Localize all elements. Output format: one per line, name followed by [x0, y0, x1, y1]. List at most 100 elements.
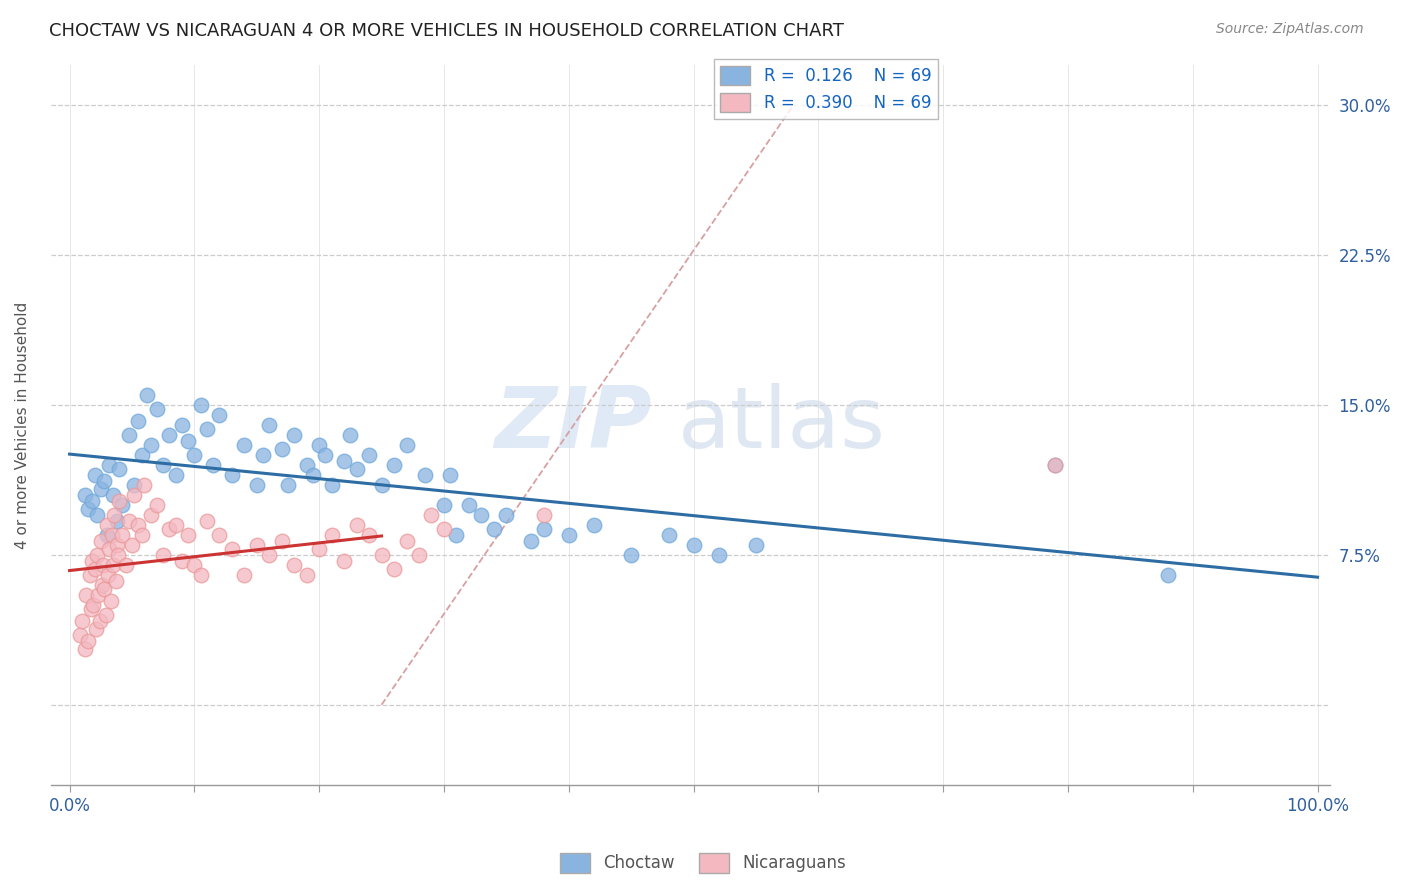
Point	[118, 428, 141, 442]
Point	[131, 448, 153, 462]
Point	[152, 548, 174, 562]
Point	[146, 401, 169, 416]
Point	[101, 528, 124, 542]
Point	[413, 467, 436, 482]
Point	[221, 467, 243, 482]
Point	[195, 422, 218, 436]
Point	[408, 548, 430, 562]
Point	[533, 522, 555, 536]
Point	[84, 622, 107, 636]
Point	[433, 522, 456, 536]
Point	[124, 478, 146, 492]
Point	[1045, 458, 1067, 472]
Point	[177, 434, 200, 448]
Point	[314, 448, 336, 462]
Point	[136, 388, 159, 402]
Point	[295, 567, 318, 582]
Point	[495, 508, 517, 522]
Point	[308, 438, 330, 452]
Point	[395, 438, 418, 452]
Point	[270, 533, 292, 548]
Point	[533, 508, 555, 522]
Point	[80, 554, 103, 568]
Point	[73, 488, 96, 502]
Point	[98, 541, 121, 556]
Point	[446, 528, 468, 542]
Point	[86, 548, 108, 562]
Point	[82, 598, 104, 612]
Point	[439, 467, 461, 482]
Point	[111, 498, 134, 512]
Point	[233, 438, 256, 452]
Point	[1045, 458, 1067, 472]
Point	[558, 528, 581, 542]
Point	[70, 614, 93, 628]
Point	[98, 458, 121, 472]
Point	[97, 567, 120, 582]
Point	[103, 508, 125, 522]
Point	[89, 614, 111, 628]
Point	[183, 448, 205, 462]
Legend: Choctaw, Nicaraguans: Choctaw, Nicaraguans	[553, 847, 853, 880]
Point	[87, 588, 110, 602]
Point	[302, 467, 325, 482]
Point	[105, 514, 128, 528]
Point	[77, 633, 100, 648]
Legend: R =  0.126    N = 69, R =  0.390    N = 69: R = 0.126 N = 69, R = 0.390 N = 69	[714, 59, 938, 120]
Point	[346, 462, 368, 476]
Point	[127, 517, 149, 532]
Point	[190, 398, 212, 412]
Point	[321, 528, 343, 542]
Point	[127, 414, 149, 428]
Point	[124, 488, 146, 502]
Point	[270, 442, 292, 456]
Point	[152, 458, 174, 472]
Text: CHOCTAW VS NICARAGUAN 4 OR MORE VEHICLES IN HOUSEHOLD CORRELATION CHART: CHOCTAW VS NICARAGUAN 4 OR MORE VEHICLES…	[49, 22, 844, 40]
Text: atlas: atlas	[678, 384, 886, 467]
Point	[73, 641, 96, 656]
Y-axis label: 4 or more Vehicles in Household: 4 or more Vehicles in Household	[15, 301, 30, 549]
Point	[346, 517, 368, 532]
Point	[118, 514, 141, 528]
Point	[90, 533, 112, 548]
Point	[105, 538, 128, 552]
Point	[308, 541, 330, 556]
Point	[252, 448, 274, 462]
Point	[111, 528, 134, 542]
Point	[131, 528, 153, 542]
Point	[90, 482, 112, 496]
Point	[165, 517, 187, 532]
Point	[707, 548, 730, 562]
Point	[221, 541, 243, 556]
Point	[420, 508, 443, 522]
Point	[359, 448, 381, 462]
Point	[80, 493, 103, 508]
Point	[100, 594, 122, 608]
Point	[69, 628, 91, 642]
Point	[208, 528, 231, 542]
Point	[370, 548, 392, 562]
Point	[165, 467, 187, 482]
Point	[620, 548, 643, 562]
Point	[682, 538, 704, 552]
Point	[321, 478, 343, 492]
Point	[333, 454, 356, 468]
Point	[257, 417, 280, 432]
Point	[83, 467, 105, 482]
Point	[520, 533, 543, 548]
Point	[395, 533, 418, 548]
Point	[93, 474, 115, 488]
Point	[257, 548, 280, 562]
Point	[75, 588, 97, 602]
Point	[246, 538, 269, 552]
Point	[91, 558, 114, 572]
Point	[658, 528, 681, 542]
Point	[77, 501, 100, 516]
Point	[382, 562, 405, 576]
Point	[470, 508, 492, 522]
Point	[96, 528, 118, 542]
Text: ZIP: ZIP	[495, 384, 652, 467]
Point	[177, 528, 200, 542]
Text: Source: ZipAtlas.com: Source: ZipAtlas.com	[1216, 22, 1364, 37]
Point	[582, 517, 605, 532]
